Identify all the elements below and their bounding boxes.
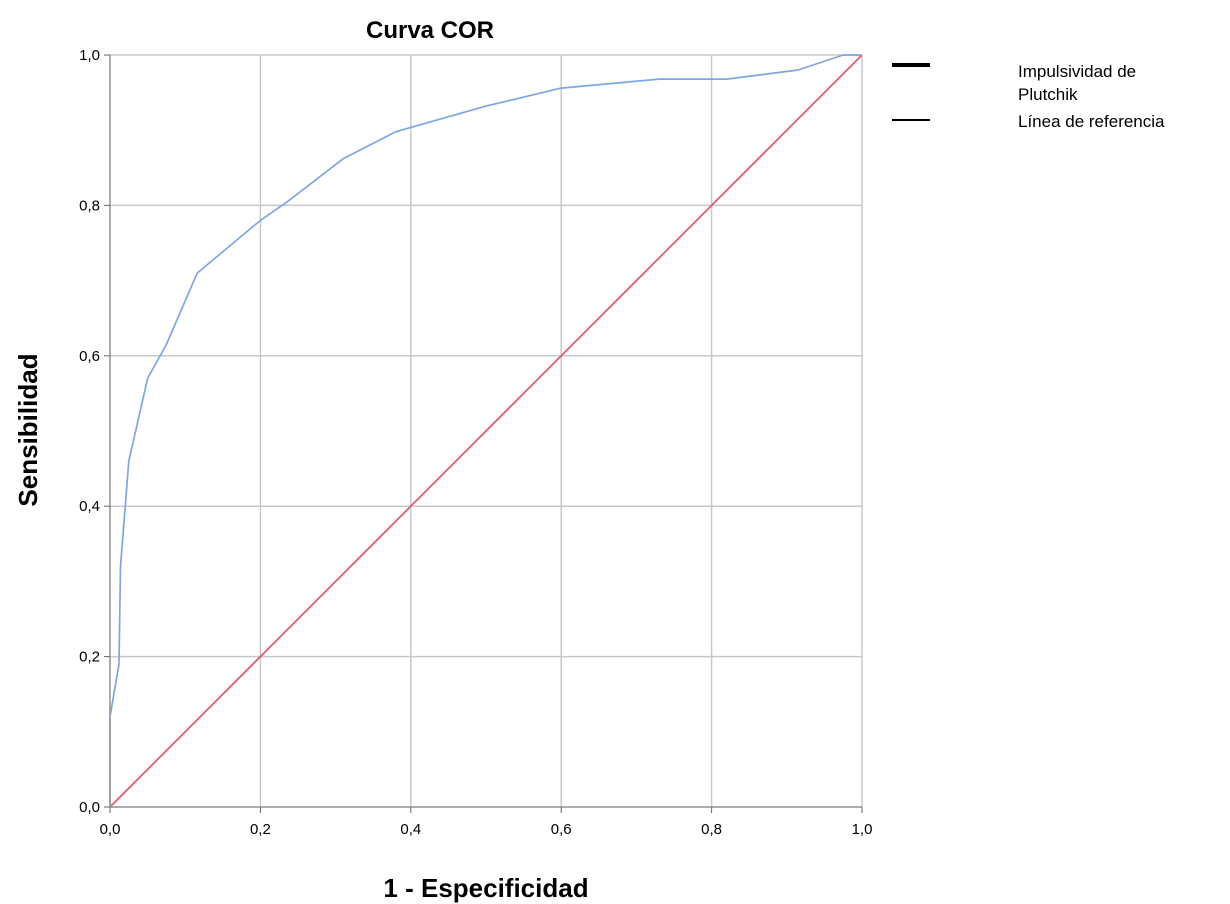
x-tick-label-1: 0,2 — [250, 821, 271, 838]
x-tick-label-2: 0,4 — [400, 821, 421, 838]
series-lines — [109, 54, 863, 808]
series-line-referencia — [109, 54, 863, 808]
legend-label-impulsividad-line1: Impulsividad de — [1018, 62, 1136, 81]
x-tick-label-0: 0,0 — [100, 821, 121, 838]
y-axis-label: Sensibilidad — [13, 353, 43, 506]
y-tick-label-2: 0,4 — [79, 498, 100, 515]
x-axis-label: 1 - Especificidad — [383, 873, 588, 903]
series-line-impulsividad — [109, 54, 862, 807]
y-tick-label-5: 1,0 — [79, 47, 100, 64]
x-tick-label-4: 0,8 — [701, 821, 722, 838]
y-tick-label-4: 0,8 — [79, 197, 100, 214]
legend: Impulsividad de Plutchik Línea de refere… — [892, 62, 1165, 131]
chart-title: Curva COR — [366, 17, 494, 44]
y-tick-label-1: 0,2 — [79, 649, 100, 666]
x-tick-label-5: 1,0 — [852, 821, 873, 838]
x-tick-label-3: 0,6 — [551, 821, 572, 838]
axes: 0,00,0 0,2 0,2 0,4 0,4 0,6 0,6 0,8 0,8 1,0 1,0 — [79, 47, 872, 838]
y-tick-label-0: 0,0 — [79, 799, 100, 816]
legend-label-impulsividad-line2: Plutchik — [1018, 85, 1078, 104]
y-tick-label-3: 0,6 — [79, 348, 100, 365]
legend-label-referencia: Línea de referencia — [1018, 112, 1165, 131]
